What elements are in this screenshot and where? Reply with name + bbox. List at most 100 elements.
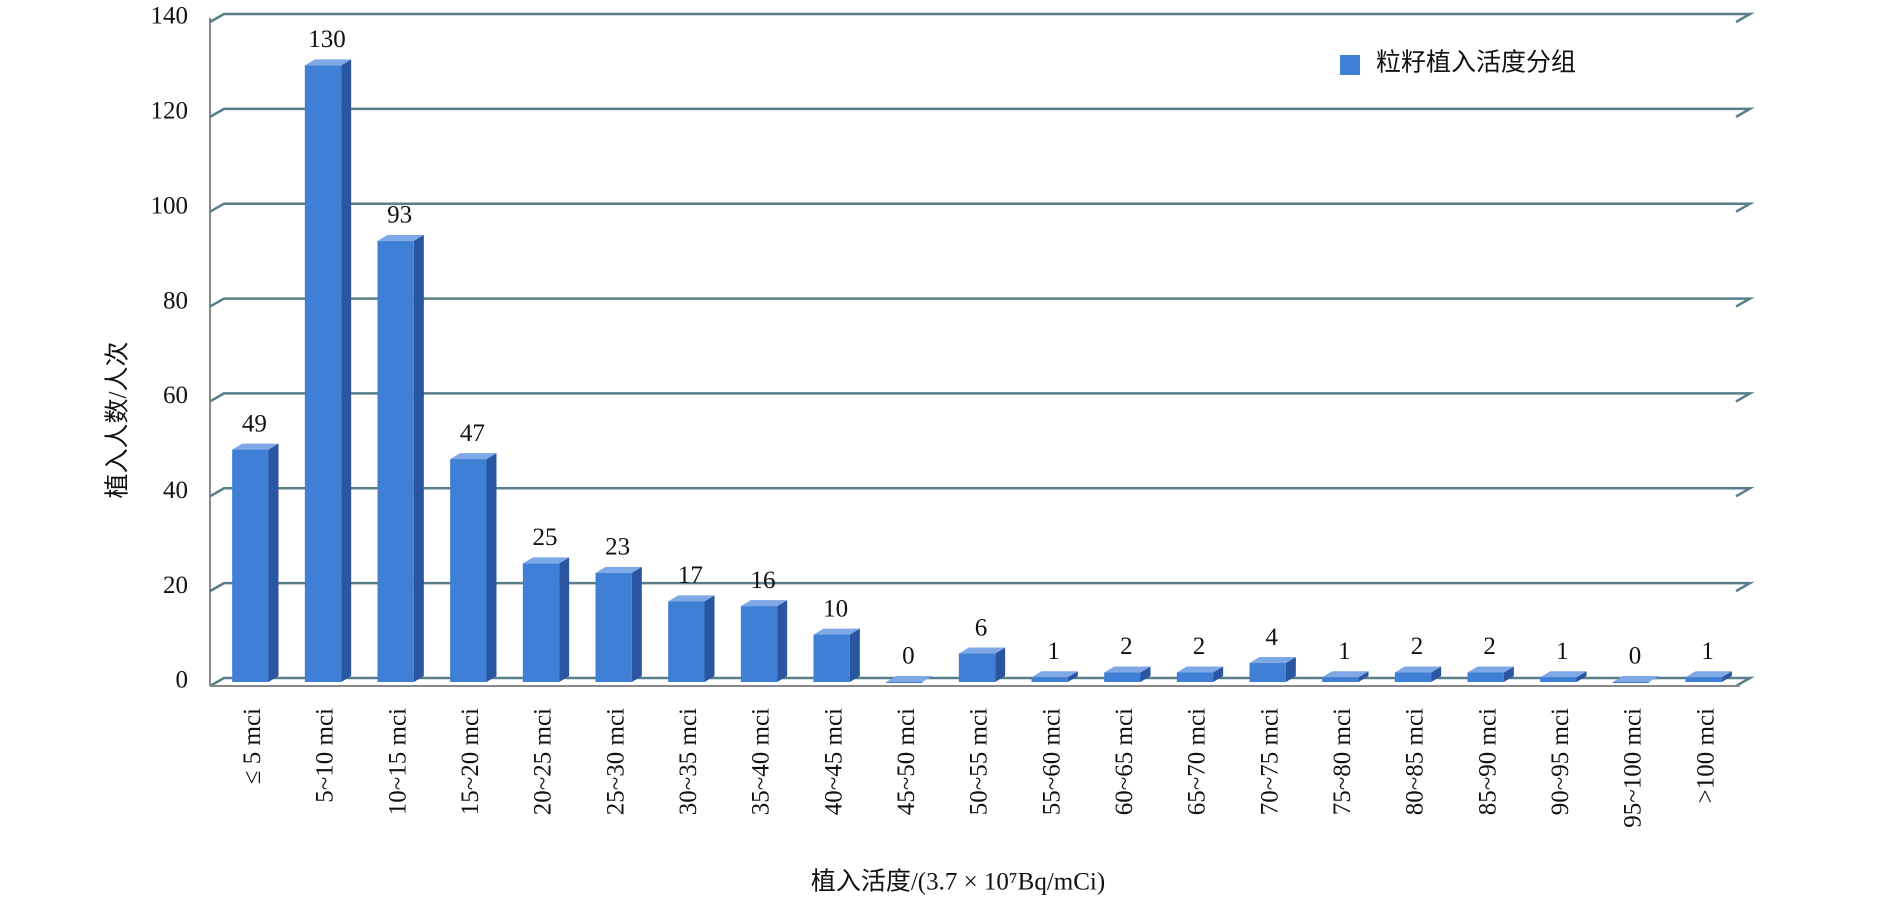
bar-top xyxy=(377,234,424,241)
x-tick-label: 85~90 mci xyxy=(1474,708,1501,815)
data-label: 1 xyxy=(1701,638,1714,665)
bar-top xyxy=(740,600,788,607)
data-label: 10 xyxy=(823,595,848,622)
bar xyxy=(522,563,560,682)
y-tick-label: 40 xyxy=(163,477,188,504)
data-label: 0 xyxy=(1629,643,1642,670)
data-label: 49 xyxy=(242,410,267,437)
data-label: 2 xyxy=(1193,633,1206,660)
x-tick-label: >100 mci xyxy=(1692,708,1719,803)
bar-top xyxy=(1685,671,1732,678)
x-axis-title: 植入活度/(3.7 × 10⁷Bq/mCi) xyxy=(811,868,1105,896)
bar-side xyxy=(559,557,570,682)
bar-side xyxy=(1431,666,1442,682)
data-label: 17 xyxy=(678,562,703,589)
bar-side xyxy=(704,595,715,682)
x-tick-label: 75~80 mci xyxy=(1329,708,1356,815)
bar-top xyxy=(1104,666,1151,673)
bar-top xyxy=(232,443,279,450)
x-tick-label: ≤ 5 mci xyxy=(239,708,266,784)
data-label: 1 xyxy=(1556,638,1569,665)
bar xyxy=(1176,672,1214,682)
bar-side xyxy=(1285,657,1296,682)
data-label: 4 xyxy=(1265,624,1278,651)
x-tick-label: 35~40 mci xyxy=(748,708,775,815)
bar-top xyxy=(304,59,352,66)
y-tick-label: 20 xyxy=(163,572,188,599)
bar-top xyxy=(1540,671,1587,678)
bar-top xyxy=(1031,671,1078,678)
bar xyxy=(450,459,487,682)
x-tick-label: 60~65 mci xyxy=(1111,708,1138,815)
y-tick-label: 100 xyxy=(151,192,189,219)
grid-line xyxy=(209,487,1755,498)
bar-top xyxy=(1394,666,1442,673)
x-tick-label: 95~100 mci xyxy=(1620,708,1647,828)
x-tick-label: 15~20 mci xyxy=(457,708,484,815)
x-tick-label: 5~10 mci xyxy=(312,708,339,803)
y-tick-label: 120 xyxy=(151,98,189,125)
bar xyxy=(1322,677,1359,682)
data-label: 2 xyxy=(1483,633,1496,660)
bar-top xyxy=(595,566,642,573)
bar xyxy=(1467,672,1504,682)
bar xyxy=(1104,672,1141,682)
grid-line xyxy=(209,297,1755,308)
x-tick-label: 50~55 mci xyxy=(966,708,993,815)
bar-side xyxy=(268,443,279,682)
data-label: 130 xyxy=(308,26,346,53)
bar-side xyxy=(341,59,352,682)
data-label: 93 xyxy=(387,202,412,229)
bar-top xyxy=(522,557,570,564)
bar xyxy=(1031,677,1068,682)
bar xyxy=(1612,682,1650,683)
bar xyxy=(668,601,705,682)
x-tick-label: 20~25 mci xyxy=(530,708,557,815)
bar-side xyxy=(995,647,1006,682)
data-label: 6 xyxy=(975,614,988,641)
y-tick-label: 140 xyxy=(151,3,189,30)
data-label: 2 xyxy=(1120,633,1133,660)
bar-side xyxy=(849,628,860,682)
x-tick-label: 80~85 mci xyxy=(1402,708,1429,815)
data-label: 2 xyxy=(1411,633,1424,660)
bar-side xyxy=(1067,671,1078,682)
bar-top xyxy=(886,676,933,682)
bar xyxy=(886,682,923,683)
bar-side xyxy=(1140,666,1151,682)
grid-line xyxy=(209,107,1755,118)
bar-side xyxy=(1213,666,1224,682)
legend-label: 粒籽植入活度分组 xyxy=(1376,49,1576,77)
x-tick-label: 40~45 mci xyxy=(820,708,847,815)
x-tick-label: 25~30 mci xyxy=(602,708,629,815)
bar xyxy=(1540,677,1577,682)
data-label: 0 xyxy=(902,643,915,670)
y-tick-label: 60 xyxy=(163,382,188,409)
bar-top xyxy=(1176,666,1224,673)
grid-line xyxy=(209,392,1755,403)
bar xyxy=(232,449,269,682)
x-tick-label: 90~95 mci xyxy=(1547,708,1574,815)
y-tick-label: 0 xyxy=(176,667,189,694)
bar-side xyxy=(631,566,642,682)
y-axis-title: 植入人数/人次 xyxy=(104,342,132,499)
bar-top xyxy=(1322,671,1369,678)
bar-side xyxy=(777,600,788,682)
data-label: 16 xyxy=(751,567,776,594)
bar-side xyxy=(1721,671,1732,682)
bar xyxy=(304,65,342,682)
bar-side xyxy=(1358,671,1369,682)
bar-side xyxy=(413,234,424,682)
bar-side xyxy=(1576,671,1587,682)
x-tick-label: 45~50 mci xyxy=(893,708,920,815)
bar-top xyxy=(1612,676,1660,682)
data-label: 25 xyxy=(533,524,558,551)
data-label: 1 xyxy=(1047,638,1060,665)
x-tick-label: 10~15 mci xyxy=(384,708,411,815)
legend-swatch xyxy=(1340,55,1360,75)
grid-line xyxy=(209,12,1755,24)
data-label: 47 xyxy=(460,420,485,447)
x-tick-label: 30~35 mci xyxy=(675,708,702,815)
data-label: 23 xyxy=(605,534,630,561)
